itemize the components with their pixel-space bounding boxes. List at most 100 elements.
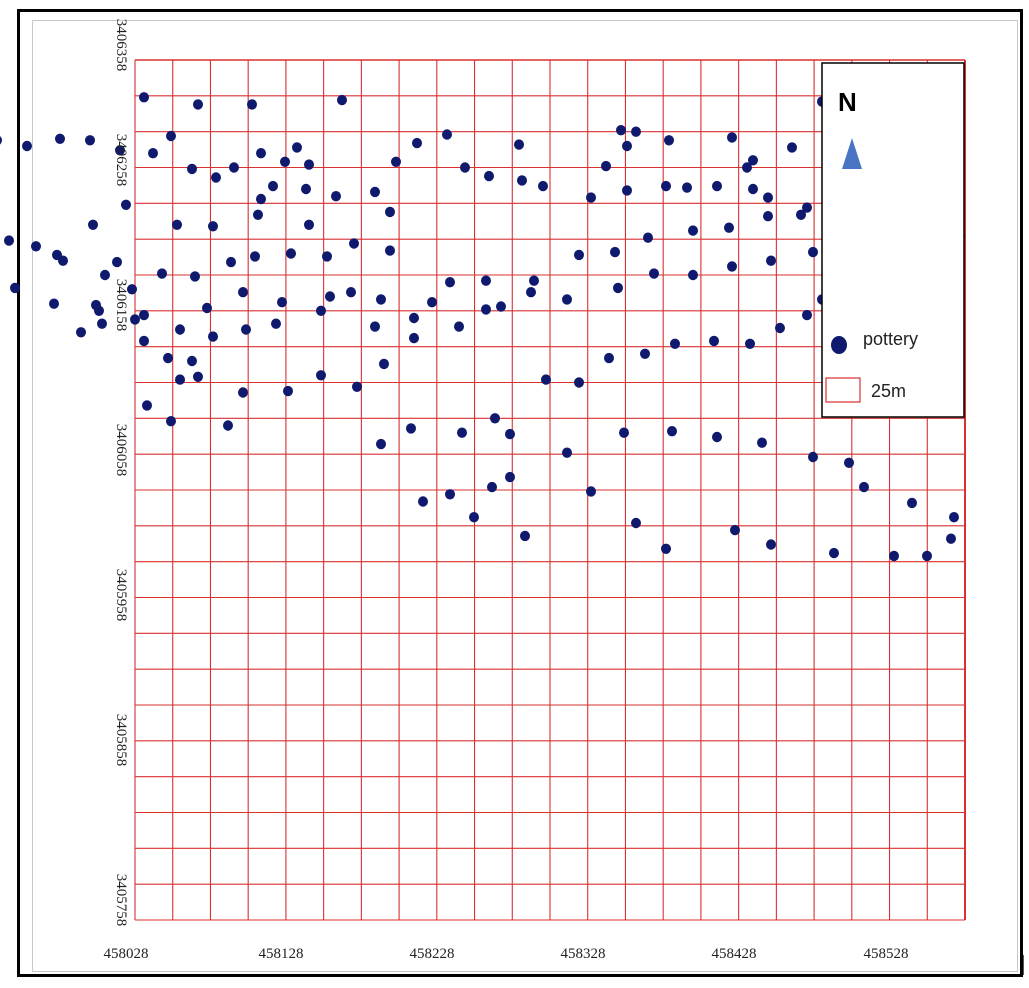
pottery-point [709,335,719,347]
pottery-point [85,135,95,146]
legend-grid-swatch [825,377,861,403]
pottery-point [766,255,776,266]
pottery-point [316,370,326,381]
legend: N pottery 25m [821,62,965,418]
y-tick-label: 3406258 [113,134,129,187]
pottery-point [325,291,335,302]
pottery-point [682,182,692,193]
pottery-point [31,241,41,252]
pottery-point [460,162,470,173]
pottery-point [727,261,737,272]
pottery-point [742,162,752,173]
pottery-point [301,183,311,195]
pottery-point [748,183,758,195]
x-tick-label: 458328 [561,946,606,962]
north-label: N [838,87,857,117]
y-tick-label: 3405858 [113,714,129,767]
pottery-point [643,232,653,243]
pottery-point [757,437,767,448]
pottery-point [139,335,149,347]
legend-pottery-label: pottery [863,329,918,349]
pottery-point [247,99,257,110]
pottery-point [148,148,158,159]
pottery-point [586,486,596,497]
pottery-point [604,352,614,364]
pottery-point [166,416,176,427]
pottery-point [412,137,422,149]
pottery-point [352,381,362,392]
pottery-point [487,481,497,493]
pottery-point [349,238,359,249]
pottery-point [664,135,674,146]
pottery-point [193,371,203,382]
pottery-point [481,275,491,286]
legend-grid-label: 25m [871,381,906,401]
pottery-point [229,162,239,173]
pottery-point [562,447,572,458]
pottery-point [481,304,491,315]
pottery-point [745,338,755,349]
pottery-point [292,142,302,153]
pottery-point [622,185,632,196]
pottery-point [130,314,140,325]
pottery-point [409,312,419,324]
x-tick-label: 458028 [104,946,149,962]
y-axis-ticks: 3406358 3406258 3406158 3406058 3405958 34058… [113,19,129,927]
pottery-point [337,94,347,106]
pottery-point [907,497,917,509]
pottery-point [949,512,959,523]
pottery-point [496,301,506,312]
pottery-point [370,186,380,198]
pottery-point [271,318,281,329]
pottery-point [802,202,812,213]
pottery-point [409,332,419,344]
pottery-point [112,256,122,268]
pottery-point [418,496,428,507]
pottery-point [649,268,659,279]
pottery-point [370,321,380,332]
pottery-point [457,427,467,438]
pottery-point [163,352,173,364]
pottery-point [454,321,464,332]
pottery-point [55,133,65,144]
pottery-point [304,159,314,170]
pottery-point [10,282,20,294]
pottery-point [226,256,236,268]
pottery-point [946,533,956,544]
pottery-point [829,547,839,559]
pottery-point [88,219,98,230]
pottery-point [268,180,278,192]
pottery-point [670,338,680,349]
pottery-point [763,192,773,203]
pottery-point [505,428,515,440]
pottery-point [748,155,758,166]
pottery-point [283,385,293,397]
pottery-point [808,246,818,258]
legend-pottery-marker [831,336,847,354]
pottery-point [76,327,86,338]
pottery-point [586,192,596,203]
y-tick-label: 3406058 [113,424,129,477]
pottery-point [238,387,248,398]
pottery-point [766,539,776,550]
pottery-point [0,136,2,145]
pottery-point [844,457,854,468]
pottery-point [622,140,632,152]
pottery-point [346,287,356,298]
pottery-point [4,235,14,246]
north-arrow-icon [842,138,862,169]
pottery-point [385,245,395,256]
x-axis-ticks: 458028 458128 458228 458328 458428 458528 [104,946,909,962]
y-tick-label: 3406358 [113,19,129,72]
pottery-point [211,172,221,183]
edge-mark [1023,955,1024,975]
pottery-point [661,543,671,554]
pottery-point [238,287,248,298]
pottery-point [22,140,32,152]
pottery-point [529,275,539,286]
pottery-point [688,225,698,236]
pottery-point [121,199,131,210]
pottery-point [49,298,59,309]
pottery-point [712,180,722,192]
